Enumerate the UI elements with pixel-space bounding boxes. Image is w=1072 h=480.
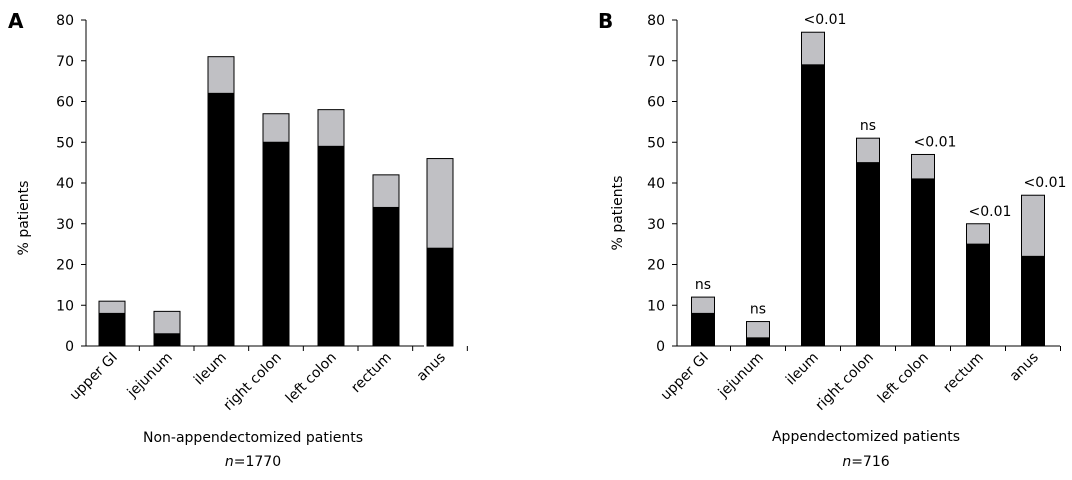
y-tick-label: 0 [656, 339, 665, 355]
significance-label: <0.01 [1024, 175, 1067, 191]
x-category-label: right colon [221, 350, 285, 414]
n-line-b: n=716 [842, 454, 889, 470]
y-tick-label: 70 [647, 54, 665, 70]
axes-a: 0 10 20 30 40 50 60 70 80 [56, 13, 468, 355]
x-category-label: ileum [191, 350, 230, 389]
y-tick-label: 20 [56, 258, 74, 274]
panel-a: A % patients Non-appendectomized patient… [8, 9, 468, 470]
y-tick-label: 40 [647, 176, 665, 192]
bar-segment-upper [317, 109, 345, 147]
bar-segment-upper [691, 296, 715, 314]
n-line-a: n=1770 [225, 454, 281, 470]
bar-segment-lower [746, 337, 770, 347]
x-category-label: right colon [813, 350, 877, 414]
bar-segment-upper [801, 31, 825, 66]
x-category-label: upper GI [67, 350, 121, 404]
bar-segment-lower [262, 141, 290, 347]
bar-segment-lower [426, 247, 454, 347]
bar-segment-lower [801, 64, 825, 347]
x-category-label: rectum [348, 350, 395, 397]
x-axis-title-b: Appendectomized patients [772, 429, 960, 445]
bar-segment-lower [966, 243, 990, 347]
bar-segment-upper [262, 113, 290, 143]
significance-label: ns [750, 302, 766, 318]
x-category-label: left colon [875, 350, 932, 407]
y-tick-label: 10 [56, 298, 74, 314]
bar-segment-upper [911, 153, 935, 180]
y-tick-label: 30 [647, 217, 665, 233]
significance-label: ns [860, 118, 876, 134]
y-tick-label: 50 [647, 135, 665, 151]
y-tick-label: 20 [647, 258, 665, 274]
bar-segment-lower [98, 312, 126, 347]
n-value-b: =716 [851, 454, 890, 470]
bar-segment-upper [426, 158, 454, 249]
n-symbol-b: n [842, 454, 851, 470]
x-category-label: anus [1007, 350, 1042, 385]
significance-label: ns [695, 277, 711, 293]
n-symbol-a: n [225, 454, 234, 470]
bar-segment-lower [1021, 255, 1045, 347]
bar-segment-lower [153, 333, 181, 347]
bar-segment-lower [317, 145, 345, 347]
bar-segment-lower [372, 206, 400, 347]
y-tick-label: 0 [65, 339, 74, 355]
bars-b: upper GI ns jejunum ns ileum <0.01 right colon… [658, 12, 1067, 414]
y-tick-label: 60 [647, 95, 665, 111]
x-category-label: jejunum [715, 350, 767, 402]
x-category-label: jejunum [124, 350, 176, 402]
y-tick-label: 40 [56, 176, 74, 192]
x-category-label: ileum [783, 350, 822, 389]
panel-letter-b: B [598, 9, 613, 33]
bar-segment-upper [372, 174, 400, 208]
y-axis-label-b: % patients [610, 176, 626, 251]
y-tick-label: 80 [647, 13, 665, 29]
y-tick-label: 50 [56, 135, 74, 151]
y-tick-label: 70 [56, 54, 74, 70]
bar-segment-upper [746, 321, 770, 339]
panel-letter-a: A [8, 9, 24, 33]
bar-segment-upper [1021, 194, 1045, 257]
x-category-label: rectum [940, 350, 987, 397]
y-tick-label: 30 [56, 217, 74, 233]
x-category-label: anus [414, 350, 449, 385]
bar-segment-upper [966, 223, 990, 245]
bar-segment-lower [856, 162, 880, 347]
y-axis-label-a: % patients [16, 181, 32, 256]
x-axis-title-a: Non-appendectomized patients [143, 430, 363, 446]
significance-label: <0.01 [804, 12, 847, 28]
n-value-a: =1770 [234, 454, 281, 470]
y-tick-label: 80 [56, 13, 74, 29]
y-tick-label: 60 [56, 95, 74, 111]
x-category-label: left colon [283, 350, 340, 407]
x-category-label: upper GI [658, 350, 712, 404]
bar-segment-upper [153, 310, 181, 335]
panel-b: B % patients Appendectomized patients n=… [598, 9, 1066, 470]
axes-b: 0 10 20 30 40 50 60 70 80 [647, 13, 1061, 355]
y-tick-label: 10 [647, 298, 665, 314]
bar-segment-lower [207, 92, 235, 347]
bar-segment-lower [691, 312, 715, 347]
significance-label: <0.01 [914, 134, 957, 150]
bar-segment-upper [856, 137, 880, 164]
bar-segment-upper [207, 56, 235, 94]
bar-segment-upper [98, 300, 126, 314]
significance-label: <0.01 [969, 204, 1012, 220]
bar-segment-lower [911, 178, 935, 347]
